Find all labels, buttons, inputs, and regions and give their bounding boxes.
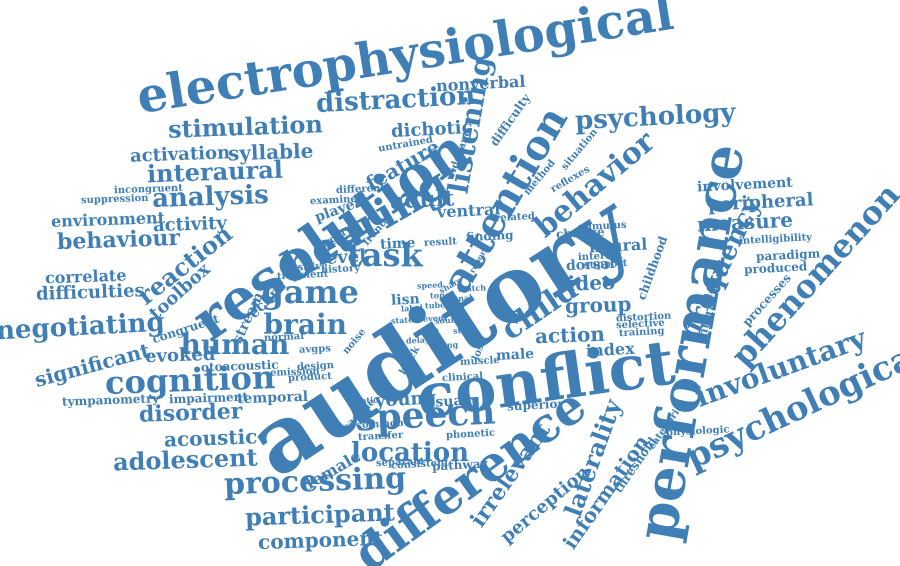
word-pathway: pathway [431, 456, 488, 474]
word-match: match [457, 282, 487, 294]
word-nonverbal: nonverbal [435, 71, 526, 96]
word-aging: aging [432, 339, 458, 351]
word-clinical: clinical [441, 370, 483, 385]
word-produced: produced [743, 259, 807, 277]
word-delay: delay [405, 334, 430, 346]
word-suppression: suppression [80, 192, 149, 207]
word-activity: activity [152, 212, 228, 237]
word-psychology: psychology [573, 97, 736, 137]
word-speed: speed [416, 279, 444, 291]
word-intelligibility: intelligibility [738, 232, 812, 247]
word-state: state [390, 314, 414, 326]
word-video: video [555, 269, 616, 297]
word-peripheral: peripheral [706, 189, 814, 216]
word-result: result [423, 236, 457, 249]
word-time: time [379, 235, 416, 253]
word-role: role [420, 324, 439, 336]
word-label: label [400, 302, 424, 314]
word-component: component [257, 525, 383, 555]
word-male: male [495, 346, 535, 364]
word-tube: tube [424, 299, 446, 311]
word-related: related [494, 210, 536, 225]
word-environment: environment [50, 208, 166, 231]
word-temporal: temporal [236, 388, 308, 408]
word-acoustic: acoustic [163, 424, 258, 452]
word-correlate: correlate [44, 265, 127, 288]
word-stimulation: stimulation [167, 109, 323, 144]
word-tone: tone [429, 289, 451, 301]
word-study: study [452, 324, 478, 336]
word-normal: normal [263, 330, 305, 345]
word-location: location [351, 438, 470, 468]
word-tonal: tonal [448, 292, 472, 304]
word-ratio: ratio [356, 394, 379, 406]
word-brain: brain [263, 308, 347, 341]
word-task: task [347, 236, 423, 274]
word-sound: sound [434, 314, 462, 326]
word-tympanometry: tympanometry [61, 391, 159, 409]
word-otoacoustic: otoacoustic [200, 357, 279, 375]
word-ventral: ventral [436, 199, 501, 222]
word-activation: activation [129, 142, 231, 167]
word-syllable: syllable [227, 138, 314, 166]
word-impairment: impairment [168, 389, 248, 407]
word-finding: finding [465, 227, 514, 245]
word-visual: visual [421, 392, 469, 412]
word-avgps: avgps [298, 343, 332, 356]
word-index: index [585, 338, 635, 361]
word-superior: superior [506, 396, 564, 414]
word-game: game [261, 273, 359, 311]
word-muscle: muscle [459, 354, 500, 369]
word-human: human [180, 328, 290, 361]
